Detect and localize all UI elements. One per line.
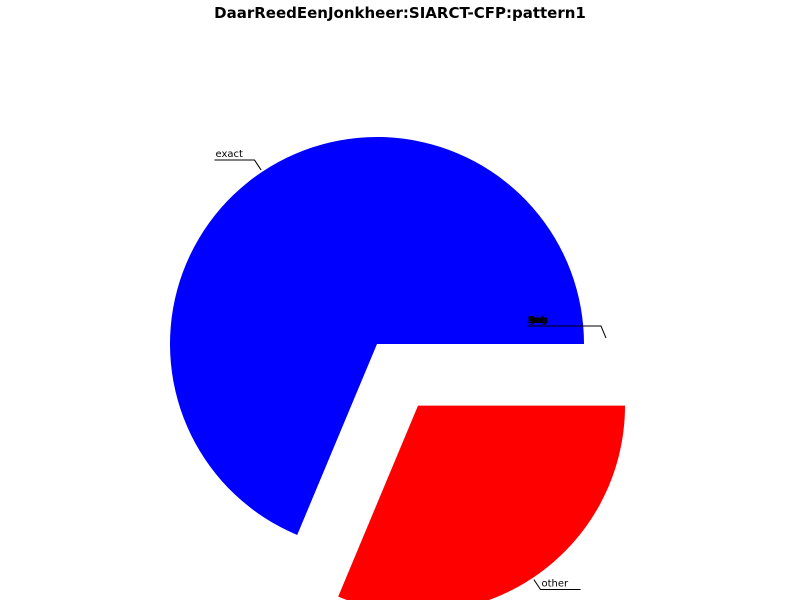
slice-label-Dim: Dim	[528, 315, 548, 326]
slice-label-Inv: Inv	[528, 315, 543, 326]
slice-label-t: t	[528, 315, 532, 326]
leader-line-zero-slices	[527, 325, 607, 339]
slice-label-Rel: Rel	[528, 315, 543, 326]
slice-label-exact: exact	[216, 149, 244, 160]
slice-label-tra: tra	[528, 315, 542, 326]
slice-label-Aug: Aug	[528, 315, 548, 326]
slice-label-seq: seq	[528, 315, 546, 326]
pie-slice-other	[338, 405, 626, 600]
pie-slice-exact	[169, 137, 584, 535]
slice-label-to: to	[528, 315, 538, 326]
slice-label-other: other	[542, 579, 570, 590]
leader-line-other	[533, 579, 581, 591]
chart-title: DaarReedEenJonkheer:SIARCT-CFP:pattern1	[214, 4, 586, 22]
slice-label-Del: Del	[528, 315, 545, 326]
leader-line-exact	[214, 159, 262, 171]
slice-label-Ext: Ext	[528, 315, 544, 326]
slice-label-gen: gen	[528, 315, 547, 326]
